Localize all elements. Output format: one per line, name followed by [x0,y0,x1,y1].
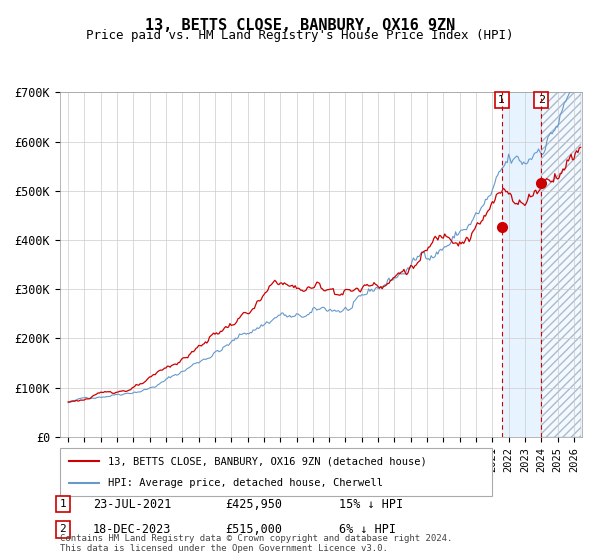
Text: 1: 1 [59,499,67,509]
Text: £425,950: £425,950 [225,497,282,511]
Text: 18-DEC-2023: 18-DEC-2023 [93,522,172,536]
Text: £515,000: £515,000 [225,522,282,536]
Bar [541,92,581,437]
Text: 23-JUL-2021: 23-JUL-2021 [93,497,172,511]
Text: 15% ↓ HPI: 15% ↓ HPI [339,497,403,511]
Text: HPI: Average price, detached house, Cherwell: HPI: Average price, detached house, Cher… [107,478,383,488]
Bar [541,92,581,437]
Text: 2: 2 [538,95,545,105]
FancyBboxPatch shape [60,448,492,496]
Text: 13, BETTS CLOSE, BANBURY, OX16 9ZN (detached house): 13, BETTS CLOSE, BANBURY, OX16 9ZN (deta… [107,456,426,466]
Bar [502,92,541,437]
Text: Price paid vs. HM Land Registry's House Price Index (HPI): Price paid vs. HM Land Registry's House … [86,29,514,42]
Text: 2: 2 [59,524,67,534]
Text: 1: 1 [498,95,505,105]
Text: 13, BETTS CLOSE, BANBURY, OX16 9ZN: 13, BETTS CLOSE, BANBURY, OX16 9ZN [145,18,455,33]
Text: Contains HM Land Registry data © Crown copyright and database right 2024.
This d: Contains HM Land Registry data © Crown c… [60,534,452,553]
Text: 6% ↓ HPI: 6% ↓ HPI [339,522,396,536]
